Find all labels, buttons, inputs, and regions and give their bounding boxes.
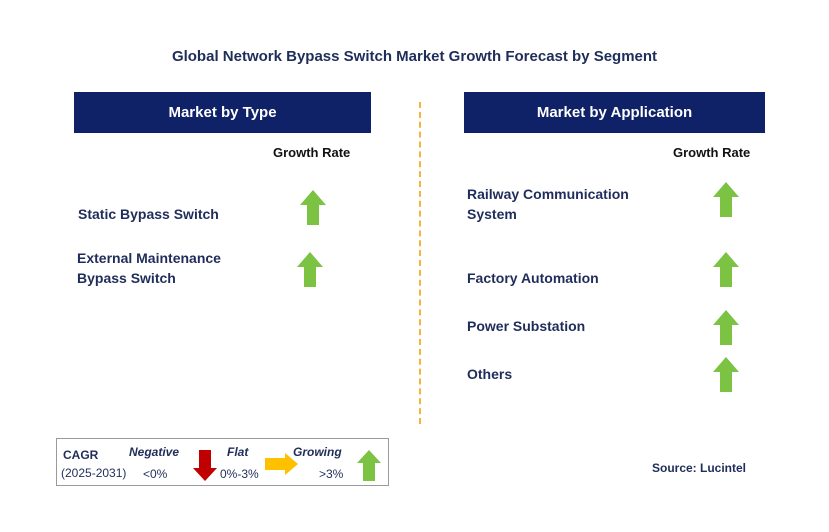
application-item-others: Others [467, 366, 513, 382]
legend-negative-range: <0% [143, 467, 168, 481]
application-item-railway-communication-system: Railway Communication System [467, 184, 629, 224]
growing-arrow-icon [713, 310, 739, 345]
application-item-factory-automation: Factory Automation [467, 270, 599, 286]
legend-cagr-label: CAGR [63, 448, 99, 462]
item-line: Bypass Switch [77, 270, 176, 286]
legend-period: (2025-2031) [61, 466, 127, 480]
flat-arrow-icon [265, 453, 298, 475]
growing-arrow-icon [713, 182, 739, 217]
market-by-type-header: Market by Type [74, 92, 371, 133]
legend-growing-label: Growing [293, 445, 342, 459]
chart-title: Global Network Bypass Switch Market Grow… [171, 48, 658, 65]
market-by-application-header: Market by Application [464, 92, 765, 133]
right-growth-rate-label: Growth Rate [673, 145, 751, 160]
application-item-power-substation: Power Substation [467, 318, 586, 334]
left-growth-rate-label: Growth Rate [273, 145, 351, 160]
panel-divider [419, 102, 421, 424]
growing-arrow-icon [713, 252, 739, 287]
growing-arrow-icon [357, 450, 381, 481]
item-line: System [467, 206, 517, 222]
legend-flat-label: Flat [227, 445, 249, 459]
legend-flat-range: 0%-3% [220, 467, 259, 481]
type-item-external-maintenance-bypass-switch: External Maintenance Bypass Switch [77, 248, 221, 288]
negative-arrow-icon [193, 450, 217, 481]
growing-arrow-icon [713, 357, 739, 392]
legend-negative-label: Negative [129, 445, 180, 459]
item-line: External Maintenance [77, 250, 221, 266]
source-label: Source: Lucintel [652, 461, 747, 475]
growing-arrow-icon [297, 252, 323, 287]
type-item-static-bypass-switch: Static Bypass Switch [78, 206, 219, 222]
growing-arrow-icon [300, 190, 326, 225]
item-line: Railway Communication [467, 186, 629, 202]
cagr-legend: CAGR (2025-2031) Negative <0% Flat 0%-3%… [56, 438, 389, 486]
legend-growing-range: >3% [319, 467, 344, 481]
